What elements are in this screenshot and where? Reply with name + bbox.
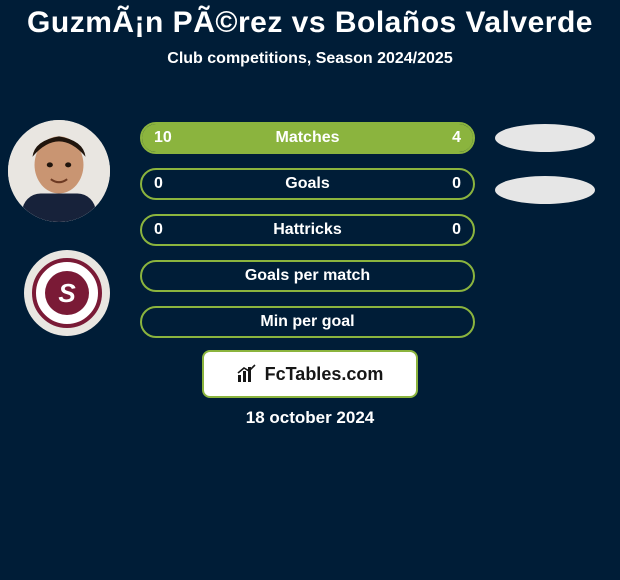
stat-row: Min per goal [140,306,475,338]
stat-row: 0Goals0 [140,168,475,200]
stat-value-left: 0 [142,221,190,239]
stat-row: 10Matches4 [140,122,475,154]
bar-chart-icon [237,364,257,384]
stat-value-left: 0 [142,175,190,193]
side-ellipse [495,124,595,152]
stat-label: Matches [190,129,425,147]
date-label: 18 october 2024 [0,408,620,428]
avatars-column: S [8,120,120,364]
club-badge-ring: S [32,258,102,328]
source-label: FcTables.com [265,364,384,385]
stat-label: Hattricks [190,221,425,239]
stat-value-right: 4 [425,129,473,147]
side-shapes [488,122,602,228]
stat-label: Goals per match [190,267,425,285]
stat-label: Goals [190,175,425,193]
page-subtitle: Club competitions, Season 2024/2025 [0,50,620,68]
page-title: GuzmÃ¡n PÃ©rez vs Bolaños Valverde [0,0,620,40]
stat-value-left: 10 [142,129,190,147]
person-icon [8,120,110,222]
stat-row: 0Hattricks0 [140,214,475,246]
player1-avatar [8,120,110,222]
stats-bars: 10Matches40Goals00Hattricks0Goals per ma… [140,122,475,352]
stat-value-right: 0 [425,221,473,239]
source-badge: FcTables.com [202,350,418,398]
club-badge-letter: S [45,271,89,315]
stat-row: Goals per match [140,260,475,292]
comparison-card: GuzmÃ¡n PÃ©rez vs Bolaños Valverde Club … [0,0,620,580]
stat-value-right: 0 [425,175,473,193]
player2-club-badge: S [24,250,110,336]
stat-label: Min per goal [190,313,425,331]
side-ellipse [495,176,595,204]
